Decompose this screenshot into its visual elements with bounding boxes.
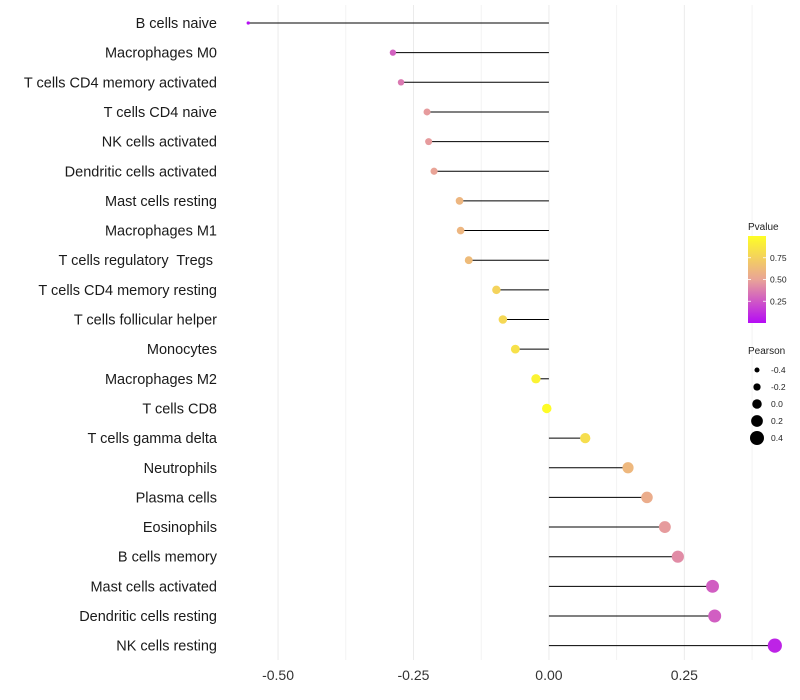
category-label: NK cells resting — [116, 639, 217, 655]
category-label: Neutrophils — [144, 461, 217, 477]
data-point — [671, 550, 684, 563]
data-point — [456, 226, 465, 235]
category-label: T cells CD4 memory resting — [38, 283, 217, 299]
size-legend-dot — [751, 415, 763, 427]
x-tick-label: 0.25 — [671, 667, 698, 683]
legends: Pvalue 0.25 0.50 0.75 Pearson -0.4 -0.2 0.0 0.2 0… — [748, 222, 787, 445]
category-label: T cells regulatory Tregs — [59, 253, 218, 269]
category-label: T cells CD4 naive — [104, 105, 217, 121]
data-point — [767, 638, 782, 653]
category-label: T cells gamma delta — [88, 431, 218, 447]
category-label: NK cells activated — [102, 135, 217, 151]
size-legend-dot — [752, 399, 762, 409]
category-label: Eosinophils — [143, 520, 217, 536]
x-tick-label: -0.50 — [262, 667, 294, 683]
category-label: T cells CD4 memory activated — [24, 75, 217, 91]
data-point — [658, 521, 671, 534]
category-label: B cells naive — [136, 16, 217, 32]
size-legend-dot — [750, 431, 764, 445]
data-point — [397, 79, 405, 86]
data-point — [246, 21, 250, 25]
grid — [277, 5, 753, 660]
category-label: Dendritic cells activated — [65, 164, 217, 180]
category-label: Mast cells resting — [105, 194, 217, 210]
category-label: Plasma cells — [136, 490, 217, 506]
category-label: B cells memory — [118, 550, 218, 566]
size-legend-label: -0.2 — [771, 382, 786, 392]
stems — [248, 22, 775, 647]
category-labels: B cells naive Macrophages M0 T cells CD4 m… — [24, 16, 218, 655]
data-point — [425, 138, 433, 146]
size-legend-label: -0.4 — [771, 365, 786, 375]
category-label: Dendritic cells resting — [79, 609, 217, 625]
data-point — [492, 285, 501, 295]
data-point — [389, 49, 397, 56]
category-label: Macrophages M2 — [105, 372, 217, 388]
data-point — [708, 609, 722, 623]
colorbar-tick-label: 0.50 — [770, 275, 787, 285]
size-legend-title: Pearson — [748, 346, 785, 357]
data-point — [580, 432, 591, 444]
colorbar-tick-label: 0.75 — [770, 253, 787, 263]
colorbar-tick-label: 0.25 — [770, 296, 787, 306]
category-label: Mast cells activated — [90, 579, 217, 595]
x-tick-label: 0.00 — [535, 667, 562, 683]
category-label: Macrophages M0 — [105, 46, 217, 62]
data-point — [464, 256, 473, 265]
size-legend-dot — [753, 383, 761, 391]
data-point — [510, 344, 520, 354]
category-label: T cells CD8 — [142, 401, 217, 417]
data-point — [455, 197, 464, 205]
size-legend-dot — [754, 367, 760, 373]
data-point — [542, 403, 552, 414]
data-point — [641, 491, 653, 504]
category-label: T cells follicular helper — [74, 313, 217, 329]
size-legend-label: 0.4 — [771, 433, 783, 443]
size-legend-label: 0.0 — [771, 399, 783, 409]
colorbar-title: Pvalue — [748, 222, 779, 233]
points — [246, 21, 782, 653]
data-point — [498, 315, 508, 324]
data-point — [531, 374, 541, 384]
category-label: Macrophages M1 — [105, 224, 217, 240]
x-axis-ticks: -0.50 -0.25 0.00 0.25 — [262, 667, 698, 683]
colorbar — [748, 236, 766, 323]
data-point — [430, 167, 438, 175]
size-legend-label: 0.2 — [771, 416, 783, 426]
data-point — [706, 579, 719, 593]
x-tick-label: -0.25 — [398, 667, 430, 683]
category-label: Monocytes — [147, 342, 217, 358]
data-point — [622, 462, 634, 474]
data-point — [423, 108, 431, 116]
